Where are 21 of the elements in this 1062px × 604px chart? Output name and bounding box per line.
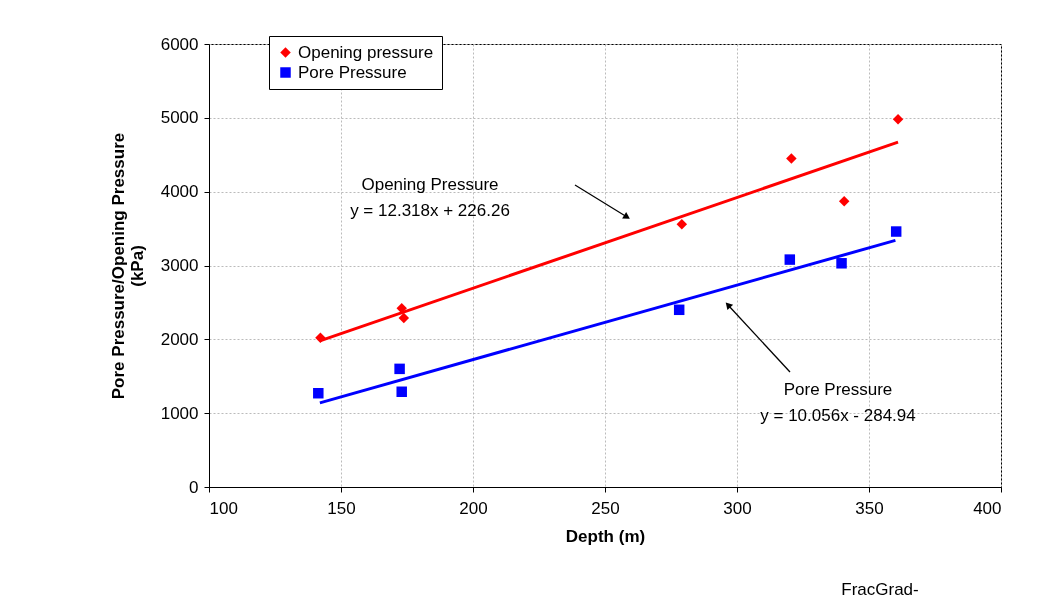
x-tick-label: 150 bbox=[327, 498, 356, 518]
annotation: Pore Pressure y = 10.056x - 284.94 bbox=[760, 380, 916, 425]
y-tick-label: 2000 bbox=[160, 329, 199, 349]
legend-label: Pore Pressure bbox=[298, 62, 407, 82]
y-tick-label: 6000 bbox=[160, 34, 199, 54]
x-tick-label: 200 bbox=[459, 498, 488, 518]
x-tick-label: 100 bbox=[209, 498, 238, 518]
legend-label: Opening pressure bbox=[298, 42, 434, 62]
y-axis-title: Pore Pressure/Opening Pressure (kPa) bbox=[108, 132, 147, 400]
y-tick-label: 5000 bbox=[160, 108, 199, 128]
y-tick-label: 0 bbox=[189, 477, 199, 497]
x-axis-title: Depth (m) bbox=[565, 526, 646, 546]
x-tick-label: 250 bbox=[591, 498, 620, 518]
x-tick-label: 400 bbox=[973, 498, 1002, 518]
text: FracGrad- bbox=[841, 580, 919, 599]
y-tick-label: 3000 bbox=[160, 256, 199, 275]
x-tick-label: 350 bbox=[855, 498, 884, 518]
y-tick-label: 1000 bbox=[160, 403, 199, 423]
y-tick-label: 4000 bbox=[160, 182, 199, 202]
x-tick-label: 300 bbox=[723, 498, 752, 518]
annotation: Opening Pressure y = 12.318x + 226.26 bbox=[350, 175, 510, 220]
